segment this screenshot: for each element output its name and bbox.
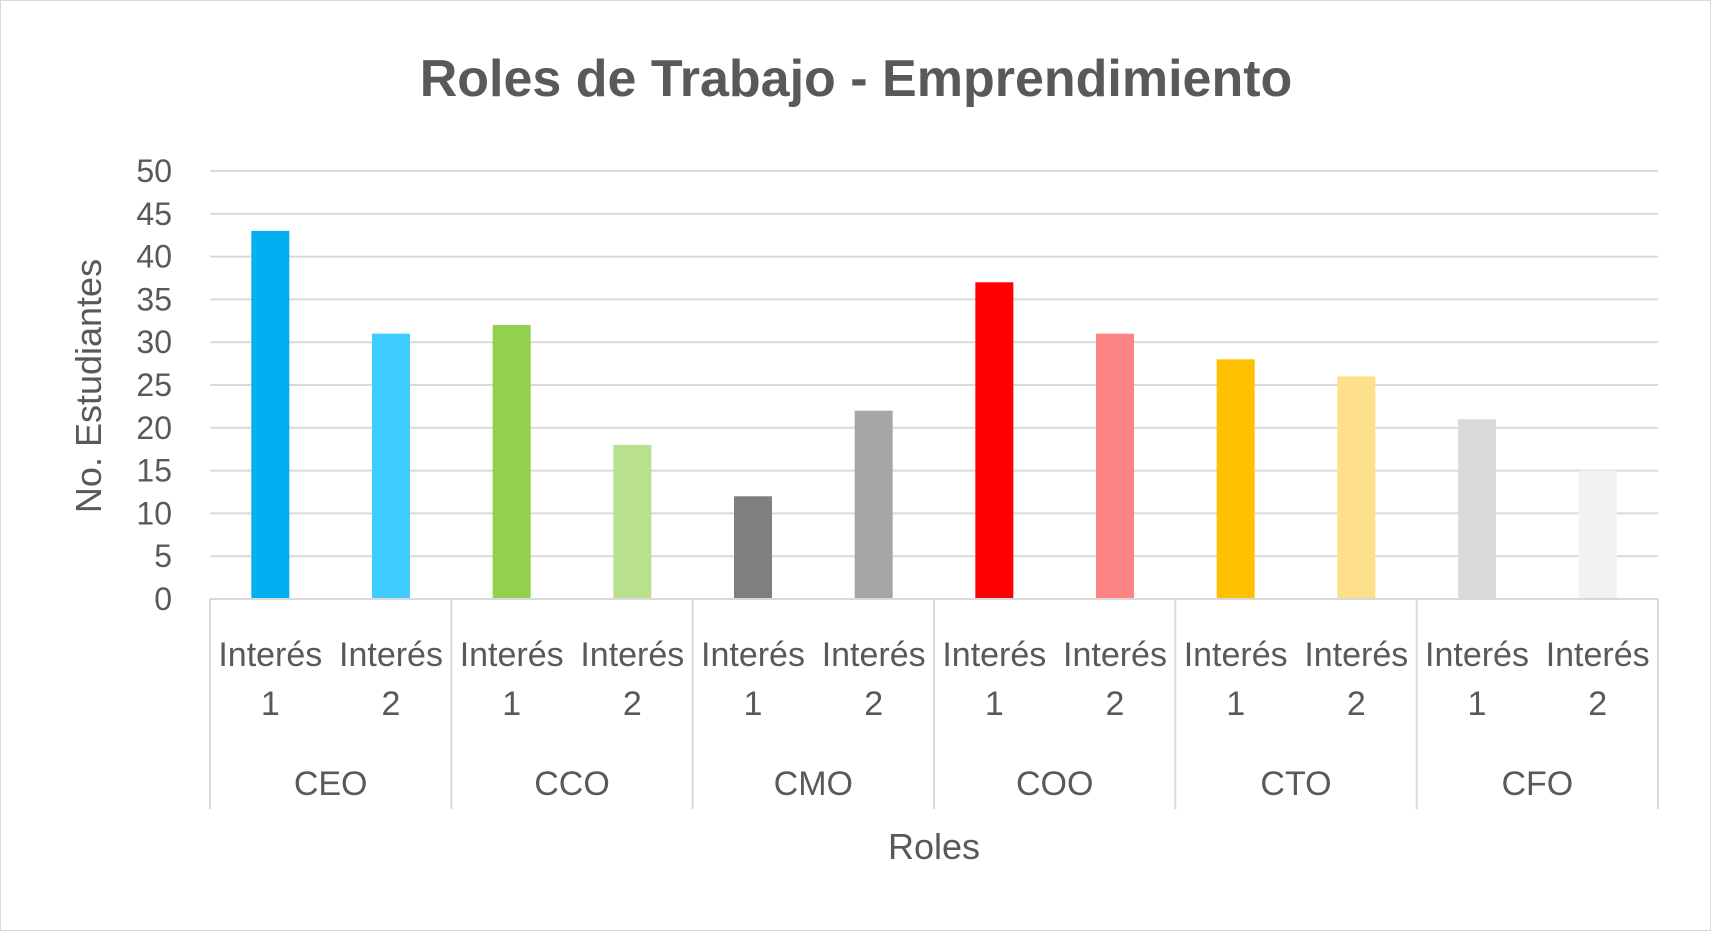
- bar-cfo-2: [1578, 470, 1617, 599]
- y-tick-label: 40: [136, 239, 172, 275]
- bar-label-line2: 2: [864, 685, 883, 723]
- bar-label-line2: 1: [1468, 685, 1487, 723]
- bar-label-line1: Interés: [1304, 636, 1408, 674]
- bar-label-line2: 1: [261, 685, 280, 723]
- bar-label-line1: Interés: [701, 636, 805, 674]
- x-axis: Interés 1 Interés 2 CEO Interés 1 Interés 2 CCO In…: [209, 598, 1659, 809]
- bar-label-line2: 2: [1106, 685, 1125, 723]
- bar-label-line2: 2: [623, 685, 642, 723]
- bar-label-line2: 2: [1588, 685, 1607, 723]
- y-axis-title: No. Estudiantes: [68, 259, 109, 513]
- group-label-coo: COO: [1016, 765, 1093, 803]
- y-tick-label: 5: [154, 538, 172, 574]
- bar-ceo-1: [251, 230, 290, 600]
- bar-label-line1: Interés: [1546, 636, 1650, 674]
- bar-label-line1: Interés: [822, 636, 926, 674]
- x-axis-title: Roles: [888, 826, 980, 867]
- bar-label-line2: 2: [382, 685, 401, 723]
- bar-cto-1: [1216, 359, 1255, 599]
- bar-cto-2: [1337, 376, 1376, 599]
- bar-label-line1: Interés: [218, 636, 322, 674]
- bar-coo-1: [975, 282, 1014, 599]
- bar-cmo-1: [734, 496, 772, 599]
- bar-cco-2: [613, 444, 652, 599]
- y-tick-label: 45: [136, 196, 172, 232]
- bars: [251, 230, 1617, 600]
- y-tick-label: 50: [136, 153, 172, 189]
- y-axis-ticks: 0 5 10 15 20 25 30 35 40 45 50: [136, 153, 172, 617]
- bar-label-line2: 1: [502, 685, 521, 723]
- bar-label-line1: Interés: [1063, 636, 1167, 674]
- y-tick-label: 20: [136, 410, 172, 446]
- gridlines: [210, 170, 1658, 558]
- group-label-ceo: CEO: [294, 765, 368, 803]
- bar-label-line1: Interés: [339, 636, 443, 674]
- group-label-cmo: CMO: [774, 765, 853, 803]
- bar-label-line2: 1: [1226, 685, 1245, 723]
- bar-label-line2: 1: [744, 685, 763, 723]
- y-tick-label: 35: [136, 281, 172, 317]
- bar-label-line2: 1: [985, 685, 1004, 723]
- bar-ceo-2: [372, 333, 410, 599]
- bar-cco-1: [492, 325, 531, 599]
- bar-label-line1: Interés: [1425, 636, 1529, 674]
- group-label-cco: CCO: [534, 765, 610, 803]
- bar-label-line1: Interés: [580, 636, 684, 674]
- bar-label-line1: Interés: [460, 636, 564, 674]
- chart-title: Roles de Trabajo - Emprendimiento: [420, 50, 1293, 108]
- bar-coo-2: [1096, 333, 1134, 599]
- bar-cfo-1: [1458, 419, 1496, 599]
- y-tick-label: 15: [136, 453, 172, 489]
- y-tick-label: 25: [136, 367, 172, 403]
- bar-label-line1: Interés: [942, 636, 1046, 674]
- y-tick-label: 0: [154, 581, 172, 617]
- group-label-cfo: CFO: [1501, 765, 1573, 803]
- bar-label-line2: 2: [1347, 685, 1366, 723]
- bar-label-line1: Interés: [1184, 636, 1288, 674]
- group-label-cto: CTO: [1260, 765, 1331, 803]
- bar-cmo-2: [854, 410, 893, 599]
- y-tick-label: 10: [136, 495, 172, 531]
- y-tick-label: 30: [136, 324, 172, 360]
